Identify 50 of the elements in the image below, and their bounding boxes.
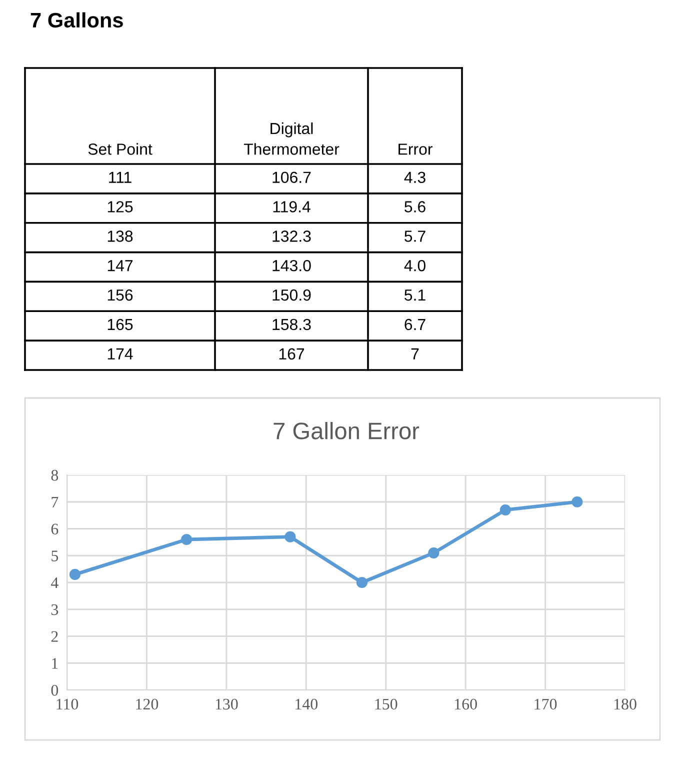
x-tick-label: 150: [375, 698, 398, 710]
point: [181, 534, 192, 546]
chart-title: 7 Gallon Error: [274, 422, 420, 440]
text: 165: [108, 318, 133, 330]
category-label: Error: [398, 144, 432, 155]
text: 5.1: [404, 290, 426, 301]
y-tick-label: 8: [51, 470, 58, 481]
text: 111: [109, 172, 132, 183]
point: [428, 547, 440, 558]
y-tick-label: 4: [50, 578, 58, 588]
text: 138: [108, 230, 133, 242]
text: 132.3: [272, 230, 311, 242]
y-tick-label: 5: [52, 550, 58, 562]
text: 5.7: [404, 230, 426, 242]
point: [284, 531, 296, 542]
text: 4.3: [404, 172, 426, 183]
text: 174: [108, 348, 133, 360]
x-tick-label: 180: [614, 698, 636, 710]
y-tick-label: 1: [52, 658, 58, 669]
x-tick-label: 160: [454, 698, 477, 710]
point: [69, 568, 81, 580]
category-label: Set Point: [88, 143, 152, 155]
text: 150.9: [272, 289, 311, 301]
point: [572, 496, 583, 508]
x-tick-label: 110: [56, 698, 78, 710]
text: 7: [411, 348, 419, 360]
text: 125: [108, 201, 133, 212]
text: 5.6: [404, 201, 426, 212]
text: 147: [108, 260, 133, 272]
x-tick-label: 170: [534, 698, 557, 710]
text: 167: [279, 348, 304, 360]
x-tick-label: 120: [136, 698, 158, 710]
y-tick-label: 3: [51, 604, 58, 616]
text: 6.7: [404, 318, 426, 330]
category-label: Digital Thermometer: [244, 122, 340, 155]
y-tick-label: 7: [52, 496, 58, 508]
y-tick-label: 0: [51, 684, 58, 696]
x-tick-label: 140: [296, 698, 318, 710]
point: [500, 504, 511, 516]
y-tick-label: 2: [51, 631, 58, 642]
text: 119.4: [273, 201, 310, 212]
text: 143.0: [272, 260, 311, 272]
text: 106.7: [272, 172, 311, 183]
text: 156: [108, 289, 133, 301]
text: 4.0: [404, 260, 426, 272]
text: 158.3: [272, 318, 311, 330]
text: 7 Gallons: [30, 12, 123, 28]
x-tick-label: 130: [216, 698, 238, 710]
y-tick-label: 6: [51, 524, 58, 534]
point: [356, 576, 368, 588]
